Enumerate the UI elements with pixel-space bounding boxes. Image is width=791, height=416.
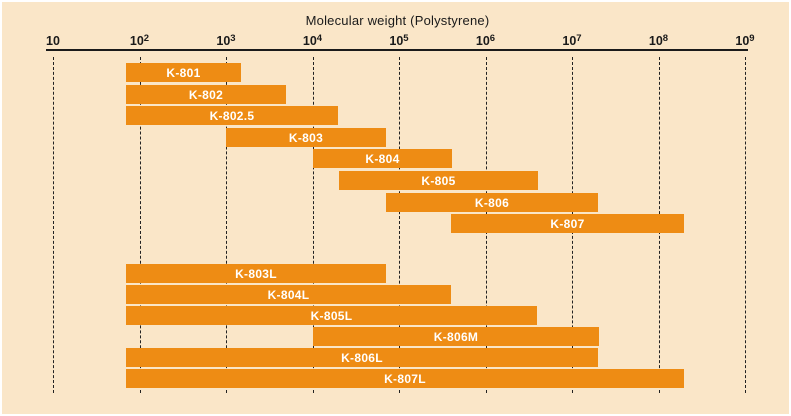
bar-label: K-804L bbox=[267, 287, 310, 302]
bar-k-802.5: K-802.5 bbox=[126, 106, 338, 125]
bar-label: K-806M bbox=[433, 329, 479, 344]
tick-exponent: 4 bbox=[316, 32, 323, 44]
tick-exponent: 3 bbox=[230, 32, 236, 44]
x-axis-tick-label: 103 bbox=[216, 32, 236, 49]
bar-k-805l: K-805L bbox=[126, 306, 537, 325]
tick-base: 10 bbox=[46, 34, 60, 48]
tick-exponent: 6 bbox=[489, 32, 496, 44]
bar-label: K-806L bbox=[341, 350, 383, 365]
bar-label: K-806 bbox=[474, 195, 510, 210]
bar-label: K-801 bbox=[166, 65, 201, 80]
bar-k-804l: K-804L bbox=[126, 285, 451, 304]
x-axis-line bbox=[46, 49, 748, 51]
bar-label: K-802.5 bbox=[209, 108, 255, 123]
tick-base: 10 bbox=[302, 34, 317, 48]
bar-k-801: K-801 bbox=[126, 63, 241, 82]
bar-label: K-805L bbox=[310, 308, 353, 323]
tick-exponent: 5 bbox=[403, 32, 409, 44]
x-axis-tick-label: 105 bbox=[389, 32, 409, 49]
bar-k-806l: K-806L bbox=[126, 348, 598, 367]
gridline bbox=[226, 57, 227, 393]
x-axis-tick-label: 102 bbox=[129, 32, 150, 49]
bar-label: K-803 bbox=[288, 130, 324, 145]
chart-title: Molecular weight (Polystyrene) bbox=[305, 13, 490, 28]
tick-base: 10 bbox=[475, 34, 490, 48]
bar-k-805: K-805 bbox=[339, 171, 538, 190]
gridline bbox=[53, 57, 54, 393]
tick-base: 10 bbox=[129, 34, 144, 48]
x-axis-tick-label: 109 bbox=[735, 32, 755, 49]
tick-base: 10 bbox=[648, 34, 663, 48]
tick-base: 10 bbox=[735, 34, 750, 48]
x-axis-tick-label: 108 bbox=[648, 32, 669, 49]
bar-k-807: K-807 bbox=[451, 214, 684, 233]
bar-label: K-803L bbox=[235, 266, 277, 281]
gridline bbox=[139, 57, 141, 393]
tick-exponent: 8 bbox=[662, 32, 669, 44]
tick-base: 10 bbox=[216, 34, 231, 48]
bar-k-803: K-803 bbox=[226, 128, 386, 147]
gridline bbox=[399, 57, 400, 393]
tick-exponent: 9 bbox=[749, 32, 755, 44]
bar-k-804: K-804 bbox=[313, 149, 452, 168]
x-axis-tick-label: 106 bbox=[475, 32, 496, 49]
x-axis-tick-label: 107 bbox=[562, 32, 582, 49]
bar-label: K-807L bbox=[384, 371, 426, 386]
bar-label: K-807 bbox=[550, 216, 585, 231]
tick-base: 10 bbox=[562, 34, 577, 48]
bar-label: K-804 bbox=[365, 151, 400, 166]
tick-exponent: 7 bbox=[576, 32, 582, 44]
bar-label: K-805 bbox=[421, 173, 456, 188]
bar-k-806: K-806 bbox=[386, 193, 598, 212]
bar-k-803l: K-803L bbox=[126, 264, 386, 283]
gridline bbox=[745, 57, 746, 393]
bar-k-802: K-802 bbox=[126, 85, 286, 104]
x-axis-tick-label: 104 bbox=[302, 32, 323, 49]
bar-k-806m: K-806M bbox=[313, 327, 599, 346]
tick-base: 10 bbox=[389, 34, 404, 48]
bar-k-807l: K-807L bbox=[126, 369, 684, 388]
bar-label: K-802 bbox=[188, 87, 224, 102]
x-axis-tick-label: 10 bbox=[46, 34, 60, 48]
gridline bbox=[312, 57, 314, 393]
tick-exponent: 2 bbox=[143, 32, 150, 44]
